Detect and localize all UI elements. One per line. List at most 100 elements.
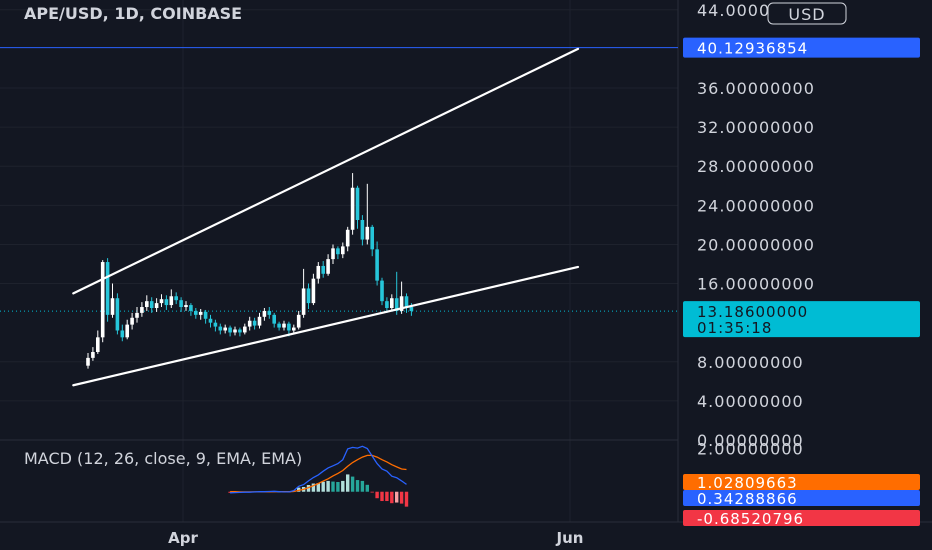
macd-line bbox=[230, 445, 407, 494]
candle bbox=[208, 314, 213, 328]
candle-body bbox=[228, 327, 232, 333]
candle bbox=[243, 323, 247, 335]
candle-body bbox=[306, 288, 311, 304]
chart-title: APE/USD, 1D, COINBASE bbox=[24, 4, 242, 23]
candle-body bbox=[184, 305, 188, 308]
macd-histogram-bar bbox=[360, 480, 365, 492]
macd-tag-3-text: -0.68520796 bbox=[697, 510, 804, 528]
candle bbox=[345, 226, 350, 252]
macd-tag-3: -0.68520796 bbox=[683, 510, 920, 528]
candle bbox=[247, 316, 252, 331]
candle bbox=[100, 260, 105, 343]
price-axis[interactable]: 44.0000000036.0000000032.0000000028.0000… bbox=[697, 1, 847, 459]
candle-body bbox=[154, 303, 159, 308]
candle-body bbox=[223, 327, 227, 331]
candle bbox=[135, 307, 139, 323]
candle-body bbox=[149, 301, 154, 308]
candles bbox=[86, 173, 414, 369]
currency-badge-box bbox=[767, 2, 847, 25]
candle-body bbox=[198, 311, 203, 315]
candle bbox=[370, 224, 374, 257]
candle bbox=[262, 308, 267, 321]
candle bbox=[355, 185, 360, 229]
last-price-tag-text: 13.18600000 bbox=[697, 303, 808, 321]
candle-body bbox=[115, 298, 120, 331]
candle bbox=[282, 320, 286, 331]
candle bbox=[228, 325, 232, 337]
candle-body bbox=[238, 329, 242, 333]
candle-body bbox=[365, 226, 370, 240]
candle-body bbox=[125, 324, 129, 338]
candle-body bbox=[110, 298, 115, 315]
candle bbox=[86, 352, 90, 369]
trendline-2 bbox=[72, 265, 580, 387]
price-tick-label: 0.00000000 bbox=[697, 431, 804, 450]
candle-body bbox=[120, 330, 125, 338]
candle-body bbox=[341, 246, 345, 255]
price-tick-label: 24.00000000 bbox=[697, 196, 815, 215]
candle bbox=[184, 301, 188, 311]
candle-body bbox=[252, 320, 257, 326]
candle-body bbox=[321, 265, 325, 274]
macd-histogram-bar bbox=[385, 491, 389, 502]
candle bbox=[390, 294, 394, 311]
candle-body bbox=[292, 327, 296, 331]
candle bbox=[321, 261, 325, 278]
candle bbox=[203, 309, 208, 324]
candle bbox=[115, 293, 120, 335]
candle bbox=[341, 242, 345, 259]
candle-body bbox=[169, 296, 174, 306]
candle bbox=[194, 308, 198, 319]
macd-histogram-bar bbox=[316, 483, 320, 492]
candle bbox=[292, 324, 296, 334]
price-tick-label: 36.00000000 bbox=[697, 79, 815, 98]
price-tick-label: 16.00000000 bbox=[697, 275, 815, 294]
candle-body bbox=[164, 299, 169, 306]
candle-body bbox=[375, 249, 379, 281]
candle bbox=[257, 312, 262, 329]
candle-body bbox=[409, 307, 414, 312]
candle bbox=[189, 303, 193, 316]
candle bbox=[105, 258, 110, 322]
candle bbox=[385, 297, 389, 313]
macd-histogram-bar bbox=[306, 485, 311, 492]
candle-body bbox=[301, 288, 306, 315]
macd-histogram-bar bbox=[346, 474, 350, 492]
candle bbox=[149, 297, 154, 313]
candle bbox=[326, 254, 330, 276]
trendlines[interactable] bbox=[72, 47, 580, 387]
candle bbox=[296, 310, 301, 330]
candle bbox=[125, 319, 129, 340]
candle-body bbox=[130, 317, 134, 325]
candle-body bbox=[194, 310, 198, 315]
macd-histogram-bar bbox=[350, 476, 355, 492]
macd-histogram-bar bbox=[399, 491, 404, 504]
candle-body bbox=[326, 259, 330, 274]
macd-histogram-bar bbox=[341, 480, 345, 492]
candle bbox=[350, 173, 355, 235]
macd-histogram-bar bbox=[355, 480, 360, 492]
candle bbox=[169, 289, 174, 308]
candle-body bbox=[218, 326, 223, 331]
macd-histogram-bar bbox=[326, 480, 330, 492]
candle-body bbox=[100, 262, 105, 338]
candle-body bbox=[287, 323, 291, 331]
candle-body bbox=[179, 300, 183, 308]
horizontal-line-tag-box bbox=[683, 37, 920, 58]
candle-body bbox=[262, 310, 267, 317]
candle-body bbox=[208, 318, 213, 323]
candle-body bbox=[350, 187, 355, 230]
macd-tag-1-box bbox=[683, 474, 920, 490]
last-price-tag-box bbox=[683, 301, 920, 338]
macd-histogram-bar bbox=[297, 487, 301, 492]
candle bbox=[145, 295, 149, 311]
time-axis[interactable]: Apr Jun bbox=[168, 529, 583, 547]
macd-histogram-bar bbox=[375, 491, 379, 499]
candle bbox=[375, 241, 379, 286]
currency-badge[interactable]: USD bbox=[767, 2, 847, 25]
candle-body bbox=[390, 298, 394, 308]
time-tick-label: Jun bbox=[556, 529, 584, 547]
candle-body bbox=[105, 262, 110, 315]
